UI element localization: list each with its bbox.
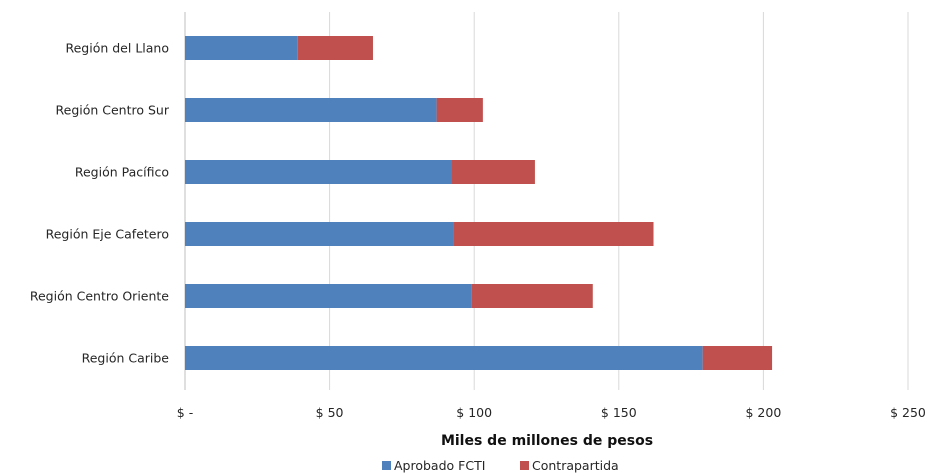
x-tick-label: $ - xyxy=(177,405,193,420)
category-label: Región Centro Sur xyxy=(56,103,170,118)
x-tick-labels: $ - $ 50 $ 100 $ 150 $ 200 $ 250 xyxy=(177,405,926,420)
category-label: Región Caribe xyxy=(82,351,170,366)
bar-aprobado xyxy=(185,222,454,246)
bars xyxy=(185,36,773,370)
x-tick-label: $ 250 xyxy=(890,405,926,420)
legend: Aprobado FCTI Contrapartida xyxy=(382,458,619,473)
legend-swatch-contrapartida xyxy=(520,461,529,470)
bar-aprobado xyxy=(185,160,452,184)
bar-aprobado xyxy=(185,284,472,308)
x-tick-label: $ 50 xyxy=(316,405,344,420)
legend-swatch-aprobado xyxy=(382,461,391,470)
bar-aprobado xyxy=(185,98,437,122)
category-label: Región Eje Cafetero xyxy=(46,227,169,242)
bar-contrapartida xyxy=(297,36,373,60)
bar-contrapartida xyxy=(436,98,483,122)
x-tick-label: $ 100 xyxy=(456,405,492,420)
bar-contrapartida xyxy=(451,160,535,184)
bar-aprobado xyxy=(185,36,298,60)
bar-contrapartida xyxy=(702,346,773,370)
category-label: Región del Llano xyxy=(65,41,169,56)
x-axis-label: Miles de millones de pesos xyxy=(441,433,653,449)
bar-contrapartida xyxy=(471,284,593,308)
legend-label-contrapartida: Contrapartida xyxy=(532,458,619,473)
gridlines xyxy=(184,12,909,390)
category-labels: Región Caribe Región Centro Oriente Región… xyxy=(30,41,170,366)
bar-contrapartida xyxy=(453,222,654,246)
legend-label-aprobado: Aprobado FCTI xyxy=(394,458,485,473)
x-tick-label: $ 200 xyxy=(746,405,782,420)
x-tick-label: $ 150 xyxy=(601,405,637,420)
category-label: Región Pacífico xyxy=(75,165,169,180)
bar-aprobado xyxy=(185,346,703,370)
category-label: Región Centro Oriente xyxy=(30,289,169,304)
